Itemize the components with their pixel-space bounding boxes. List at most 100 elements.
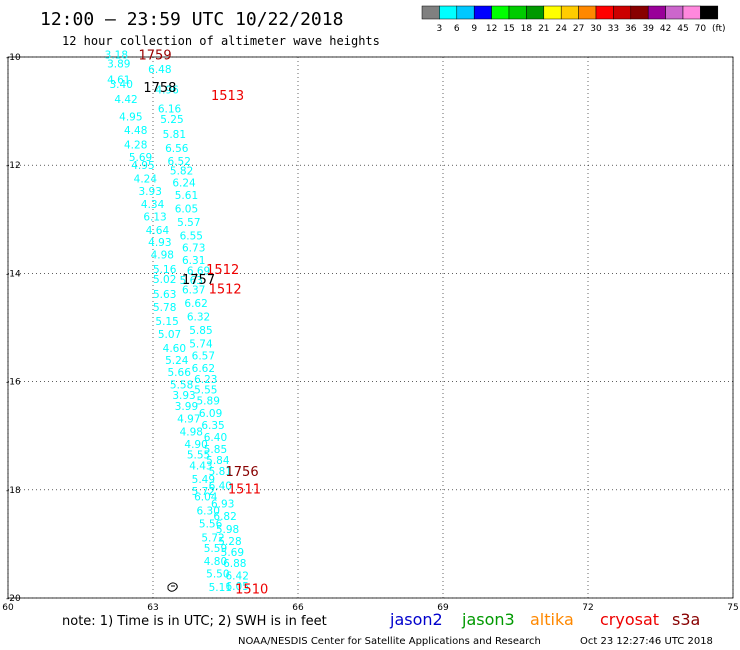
wave-height-value: 6.24: [172, 178, 196, 190]
wave-height-value: 4.60: [163, 343, 186, 355]
wave-height-value: 5.81: [163, 129, 186, 141]
wave-height-value: 4.48: [124, 125, 147, 137]
pass-time-label: 1512: [206, 263, 239, 278]
color-swatch: [543, 5, 562, 20]
pass-time-label: 1513: [211, 89, 244, 104]
wave-height-value: 6.82: [213, 511, 236, 523]
wave-height-value: 5.57: [177, 217, 200, 229]
wave-height-value: 5.78: [153, 302, 176, 314]
wave-height-value: 6.62: [192, 363, 215, 375]
wave-height-value: 5.15: [155, 316, 178, 328]
color-scale-label: 3: [437, 24, 443, 34]
footer-note: note: 1) Time is in UTC; 2) SWH is in fe…: [62, 614, 327, 629]
color-scale-label: 9: [471, 24, 477, 34]
longitude-tick-label: 69: [437, 603, 449, 613]
wave-height-value: 4.95: [131, 160, 154, 172]
wave-height-value: 5.69: [129, 152, 152, 164]
wave-height-value: 6.48: [148, 64, 171, 76]
wave-height-value: 5.11: [209, 582, 232, 594]
wave-height-value: 3.99: [175, 401, 198, 413]
wave-height-value: 4.43: [189, 460, 212, 472]
longitude-tick-label: 63: [147, 603, 158, 613]
map-frame: [7, 56, 734, 599]
wave-height-value: 5.28: [218, 536, 241, 548]
longitude-tick-label: 66: [292, 603, 304, 613]
wave-height-value: 3.18: [105, 49, 128, 61]
satellite-legend-entry: s3a: [672, 610, 700, 629]
wave-height-value: 4.98: [151, 249, 174, 261]
color-scale-label: 36: [625, 24, 637, 34]
wave-height-value: 4.61: [107, 75, 130, 87]
longitude-tick-label: 60: [2, 603, 14, 613]
wave-height-track: 3.183.89 6.48 4.613.40 4.96 4.42 6.16 4.95 5.25…: [105, 49, 249, 594]
island-outline: [167, 582, 178, 592]
wave-height-value: 5.72: [201, 532, 224, 544]
color-scale-label: 30: [590, 24, 602, 34]
wave-height-value: 5.69: [221, 547, 244, 559]
pass-time-label: 1759: [139, 48, 172, 63]
wave-height-value: 6.30: [197, 505, 220, 517]
wave-height-value: 6.37: [182, 285, 205, 297]
wave-height-value: 4.28: [124, 140, 147, 152]
color-swatch: [578, 5, 597, 20]
wave-height-value: 4.90: [184, 439, 207, 451]
wave-height-value: 6.23: [194, 374, 217, 386]
color-scale-label: 33: [608, 24, 619, 34]
wave-height-value: 4.24: [134, 174, 158, 186]
credit-line: NOAA/NESDIS Center for Satellite Applica…: [238, 636, 541, 647]
wave-height-value: 5.63: [153, 289, 176, 301]
wave-height-value: 5.49: [192, 474, 215, 486]
satellite-legend: jason2 jason3 altika cryosat s3a: [389, 610, 700, 629]
latitude-tick-label: -10: [6, 53, 21, 63]
color-swatch: [456, 5, 475, 20]
wave-height-value: 5.84: [206, 455, 230, 467]
lat-lon-grid: [7, 56, 734, 599]
pass-time-label: 1756: [226, 465, 259, 480]
wave-height-value: 6.73: [182, 242, 205, 254]
color-swatch: [473, 5, 492, 20]
color-scale-label: 24: [555, 24, 567, 34]
wave-height-value: 5.16: [153, 264, 177, 276]
wave-height-value: 5.72: [192, 486, 215, 498]
wave-height-value: 5.02: [153, 274, 176, 286]
wave-height-value: 5.50: [206, 569, 229, 581]
wave-height-value: 6.55: [180, 231, 203, 243]
wave-height-value: 4.95: [119, 112, 142, 124]
wave-height-value: 4.96: [155, 84, 179, 96]
color-swatch: [595, 5, 614, 20]
color-swatch: [491, 5, 510, 20]
longitude-tick-labels: 60 63 66 69 72 75: [2, 603, 738, 613]
color-scale-label: 27: [573, 24, 584, 34]
wave-height-value: 4.98: [180, 426, 203, 438]
wave-height-value: 6.05: [175, 203, 198, 215]
wave-height-value: 6.40: [209, 480, 232, 492]
pass-time-label: 1510: [235, 582, 268, 597]
satellite-legend-entry: jason3: [461, 610, 515, 629]
latitude-tick-label: -18: [6, 486, 21, 496]
color-scale-label: 45: [677, 24, 688, 34]
wave-height-value: 3.40: [110, 79, 133, 91]
color-scale-label: 15: [503, 24, 514, 34]
wave-height-value: 3.93: [172, 390, 195, 402]
wave-height-value: 6.93: [211, 498, 234, 510]
wave-height-value: 5.66: [168, 367, 192, 379]
color-swatch: [439, 5, 458, 20]
wave-height-value: 6.40: [204, 432, 227, 444]
wave-height-value: 5.24: [165, 355, 189, 367]
wave-height-value: 5.82: [170, 166, 193, 178]
wave-height-value: 4.97: [177, 413, 200, 425]
wave-height-value: 5.61: [175, 190, 198, 202]
wave-height-value: 6.62: [184, 298, 207, 310]
longitude-tick-label: 75: [727, 603, 738, 613]
latitude-tick-label: -20: [6, 594, 21, 604]
wave-height-value: 5.25: [160, 114, 183, 126]
latitude-tick-label: -14: [6, 269, 21, 279]
wave-height-value: 6.32: [187, 312, 210, 324]
generated-timestamp: Oct 23 12:27:46 UTC 2018: [580, 636, 713, 647]
color-scale-label: 39: [642, 24, 654, 34]
longitude-tick-label: 72: [582, 603, 593, 613]
wave-height-value: 6.35: [201, 420, 224, 432]
color-scale-label: 42: [660, 24, 671, 34]
pass-time-label: 1511: [228, 483, 261, 498]
